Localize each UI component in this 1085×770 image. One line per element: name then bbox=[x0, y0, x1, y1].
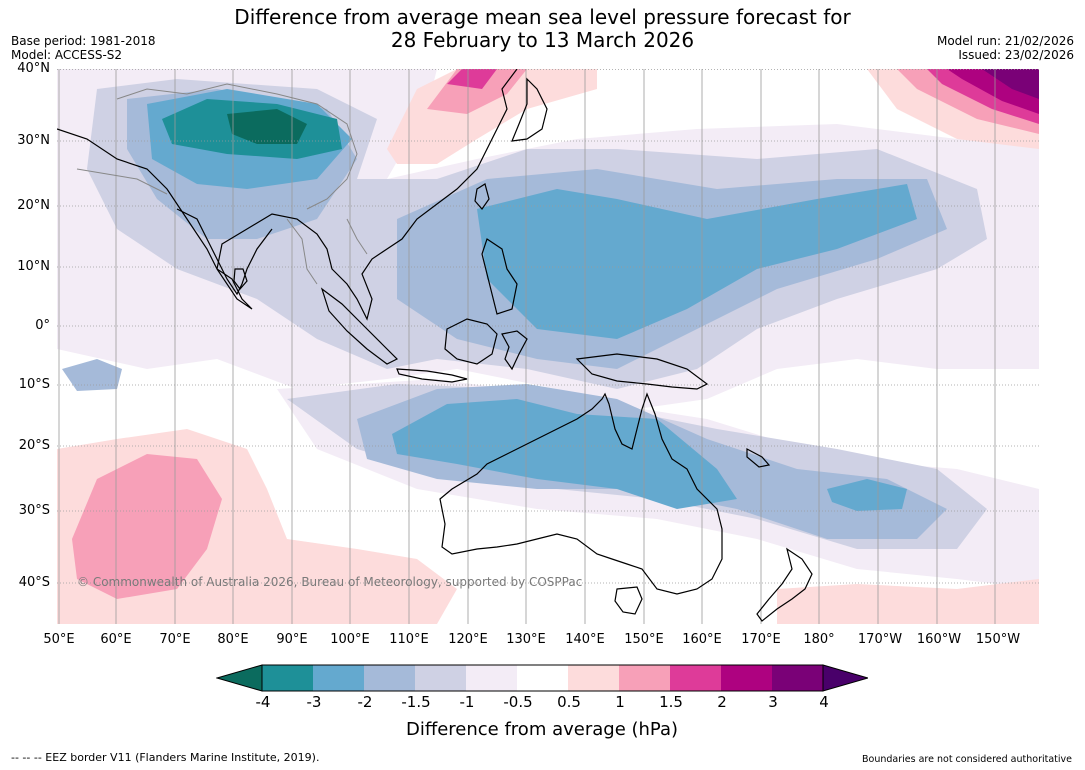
lat-label-0: 0° bbox=[35, 318, 50, 333]
colorbar-tick: 2 bbox=[717, 693, 727, 711]
new-zealand-coastline bbox=[756, 547, 813, 622]
colorbar-tick: -2 bbox=[357, 693, 373, 711]
lon-label-170w: 170°W bbox=[857, 632, 903, 647]
lon-label-60e: 60°E bbox=[100, 632, 132, 647]
country-boundary bbox=[76, 168, 168, 195]
anomaly-region-pos3-ne bbox=[982, 69, 1039, 99]
gridlines bbox=[57, 69, 1039, 624]
lat-label-40s: 40°S bbox=[18, 575, 50, 590]
lat-label-20s: 20°S bbox=[18, 438, 50, 453]
copyright-watermark: © Commonwealth of Australia 2026, Bureau… bbox=[77, 575, 583, 589]
tasmania-coastline bbox=[614, 586, 643, 615]
lon-label-150w: 150°W bbox=[975, 632, 1021, 647]
colorbar-tick: 1 bbox=[615, 693, 625, 711]
colorbar-tick: 4 bbox=[819, 693, 829, 711]
anomaly-region-neg2-mid bbox=[477, 184, 917, 339]
anomaly-region-pos15-north bbox=[447, 69, 497, 89]
country-boundary bbox=[286, 218, 318, 285]
asia-mainland-coastline bbox=[57, 69, 518, 321]
colorbar-tick: -1 bbox=[459, 693, 475, 711]
country-boundary bbox=[116, 83, 358, 210]
colorbar-tick: -4 bbox=[255, 693, 271, 711]
colorbar-extend-low bbox=[216, 664, 263, 692]
lat-label-30s: 30°S bbox=[18, 503, 50, 518]
colorbar-segment bbox=[619, 665, 670, 691]
colorbar-tick: 0.5 bbox=[557, 693, 581, 711]
boundaries-disclaimer: Boundaries are not considered authoritat… bbox=[862, 754, 1072, 765]
model-run-text: Model run: 21/02/2026 bbox=[936, 34, 1074, 48]
colorbar-tick: 1.5 bbox=[659, 693, 683, 711]
anomaly-region-neg2-south bbox=[392, 399, 737, 509]
colorbar-tick: -0.5 bbox=[503, 693, 533, 711]
colorbar-segment bbox=[517, 665, 568, 691]
borneo-coastline bbox=[444, 318, 498, 365]
lon-label-160w: 160°W bbox=[916, 632, 962, 647]
anomaly-region-neg4 bbox=[227, 109, 307, 144]
pressure-anomaly-map bbox=[57, 69, 1039, 624]
new-guinea-coastline bbox=[575, 353, 709, 390]
colorbar-segment bbox=[772, 665, 823, 691]
lon-label-120e: 120°E bbox=[448, 632, 488, 647]
colorbar bbox=[216, 664, 868, 692]
colorbar-segment bbox=[262, 665, 313, 691]
lon-label-130e: 130°E bbox=[506, 632, 546, 647]
lon-label-50e: 50°E bbox=[43, 632, 75, 647]
eez-border-note: -- -- -- EEZ border V11 (Flanders Marine… bbox=[11, 751, 320, 764]
lat-label-10n: 10°N bbox=[17, 259, 50, 274]
japan-coastline bbox=[511, 77, 548, 142]
colorbar-outline bbox=[261, 664, 824, 692]
colorbar-tick: -3 bbox=[306, 693, 322, 711]
lat-label-20n: 20°N bbox=[17, 198, 50, 213]
colorbar-extend-high bbox=[822, 664, 868, 692]
map-canvas bbox=[57, 69, 1039, 624]
base-period-text: Base period: 1981-2018 bbox=[11, 34, 156, 48]
colorbar-label: Difference from average (hPa) bbox=[405, 719, 679, 740]
lon-label-80e: 80°E bbox=[217, 632, 249, 647]
colorbar-segment bbox=[568, 665, 619, 691]
colorbar-tick: 3 bbox=[768, 693, 778, 711]
philippines-coastline bbox=[481, 238, 518, 315]
colorbar-segment bbox=[364, 665, 415, 691]
colorbar-segment bbox=[415, 665, 466, 691]
boundary-layer bbox=[76, 83, 368, 285]
lon-label-180: 180° bbox=[803, 632, 835, 647]
lon-label-170e: 170°E bbox=[741, 632, 781, 647]
lat-label-30n: 30°N bbox=[17, 133, 50, 148]
colorbar-segment bbox=[670, 665, 721, 691]
lon-label-70e: 70°E bbox=[159, 632, 191, 647]
lon-label-160e: 160°E bbox=[682, 632, 722, 647]
anomaly-region-pos1-sw bbox=[72, 454, 222, 599]
anomaly-region-pos05-se bbox=[777, 579, 1039, 624]
australia-coastline bbox=[439, 392, 723, 595]
chart-title-line2: 28 February to 13 March 2026 bbox=[390, 28, 695, 52]
model-text: Model: ACCESS-S2 bbox=[11, 48, 123, 62]
country-boundary bbox=[346, 218, 368, 255]
java-coastline bbox=[396, 368, 468, 383]
colorbar-segment bbox=[466, 665, 517, 691]
new-caledonia-coastline bbox=[746, 448, 771, 468]
lon-label-110e: 110°E bbox=[389, 632, 429, 647]
lon-label-150e: 150°E bbox=[624, 632, 664, 647]
issued-text: Issued: 23/02/2026 bbox=[958, 48, 1074, 62]
colorbar-segment bbox=[313, 665, 364, 691]
lon-label-90e: 90°E bbox=[276, 632, 308, 647]
lat-label-40n: 40°N bbox=[17, 61, 50, 76]
lon-label-100e: 100°E bbox=[330, 632, 370, 647]
anomaly-region-neg15-west bbox=[62, 359, 122, 391]
coastline-layer bbox=[57, 69, 813, 622]
chart-title-line1: Difference from average mean sea level p… bbox=[234, 5, 851, 29]
lat-label-10s: 10°S bbox=[18, 377, 50, 392]
sulawesi-coastline bbox=[501, 330, 528, 371]
colorbar-segment bbox=[721, 665, 772, 691]
anomaly-fill-layer bbox=[57, 69, 1039, 624]
sumatra-coastline bbox=[320, 287, 399, 365]
sri-lanka-coastline bbox=[233, 268, 248, 290]
india-coastline bbox=[176, 208, 273, 296]
anomaly-region-neg2-east bbox=[827, 479, 907, 511]
colorbar-tick: -1.5 bbox=[401, 693, 431, 711]
lon-label-140e: 140°E bbox=[565, 632, 605, 647]
taiwan-coastline bbox=[474, 183, 490, 210]
